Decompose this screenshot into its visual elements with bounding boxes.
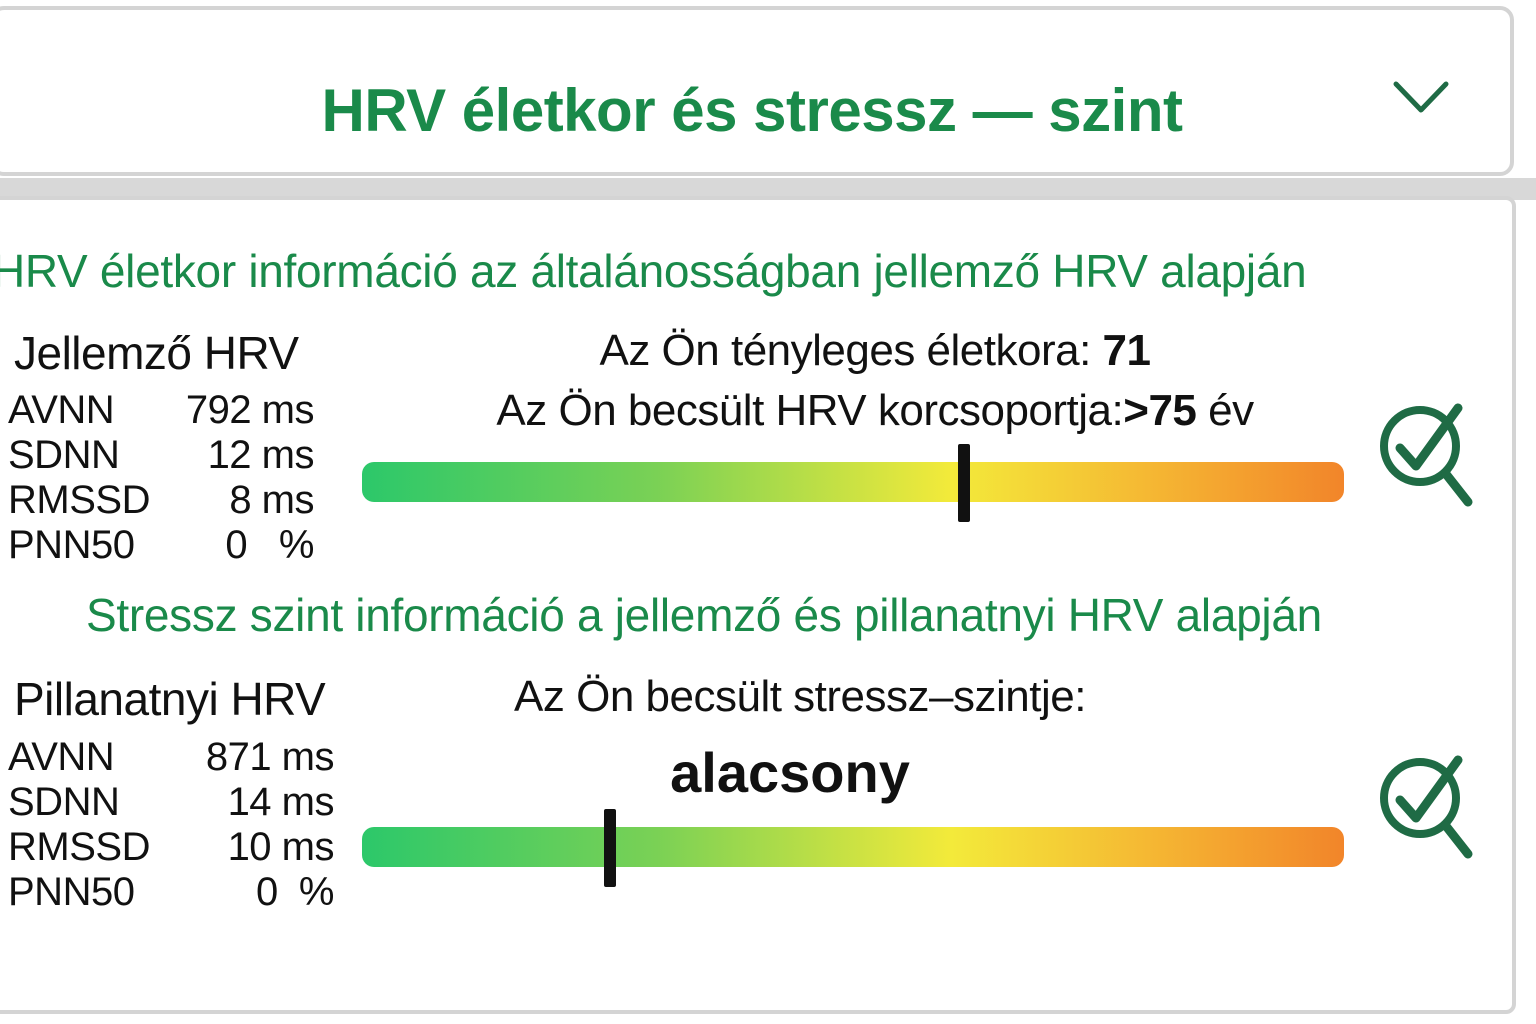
metric-value: 8 ms xyxy=(229,478,314,522)
actual-age-value: 71 xyxy=(1102,326,1151,375)
typical-rmssd-row: RMSSD 8 ms xyxy=(8,478,314,524)
current-pnn50-row: PNN50 0 % xyxy=(8,870,335,916)
age-group-label: Az Ön becsült HRV korcsoportja: xyxy=(496,386,1124,435)
current-rmssd-row: RMSSD 10 ms xyxy=(8,825,335,871)
stress-level-label: Az Ön becsült stressz–szintje: xyxy=(514,672,1086,721)
chevron-down-icon[interactable] xyxy=(1390,78,1452,118)
stress-marker xyxy=(604,809,617,887)
metric-label: RMSSD xyxy=(8,478,150,522)
typical-sdnn-row: SDNN 12 ms xyxy=(8,433,315,479)
metric-value: 12 ms xyxy=(207,433,315,477)
metric-label: PNN50 xyxy=(8,523,135,567)
metric-label: RMSSD xyxy=(8,825,150,869)
actual-age-label: Az Ön tényleges életkora: xyxy=(599,326,1103,375)
age-marker xyxy=(957,444,970,522)
page-title: HRV életkor és stressz — szint xyxy=(321,77,1183,144)
metric-value: 14 ms xyxy=(227,780,335,824)
check-magnifier-icon[interactable] xyxy=(1378,752,1474,860)
metric-label: SDNN xyxy=(8,780,120,824)
current-sdnn-row: SDNN 14 ms xyxy=(8,780,335,826)
metric-label: AVNN xyxy=(8,388,115,432)
header-card[interactable]: HRV életkor és stressz — szint xyxy=(0,6,1514,176)
age-group-unit: év xyxy=(1196,386,1254,435)
age-gradient-bar xyxy=(362,444,1344,522)
stress-section-heading: Stressz szint információ a jellemző és p… xyxy=(86,589,1322,641)
metric-label: SDNN xyxy=(8,433,120,477)
metric-value: 0 % xyxy=(225,523,314,567)
metric-value: 10 ms xyxy=(227,825,335,869)
divider-band xyxy=(0,178,1536,200)
stress-gradient-bar xyxy=(362,809,1344,887)
age-section-heading: HRV életkor információ az általánosságba… xyxy=(0,245,1307,297)
metric-value: 792 ms xyxy=(185,388,315,432)
metric-value: 0 % xyxy=(255,870,335,914)
age-group-value: >75 xyxy=(1123,386,1197,435)
typical-hrv-title: Jellemző HRV xyxy=(14,327,299,379)
metric-value: 871 ms xyxy=(205,735,335,779)
check-magnifier-icon[interactable] xyxy=(1378,400,1474,508)
age-group-text: Az Ön becsült HRV korcsoportja:>75 év xyxy=(450,386,1300,436)
metric-label: PNN50 xyxy=(8,870,135,914)
metric-label: AVNN xyxy=(8,735,115,779)
stress-level-value: alacsony xyxy=(670,741,910,804)
current-hrv-title: Pillanatnyi HRV xyxy=(14,673,326,725)
typical-avnn-row: AVNN 792 ms xyxy=(8,388,315,434)
content-card xyxy=(0,196,1516,1014)
current-avnn-row: AVNN 871 ms xyxy=(8,735,335,781)
typical-pnn50-row: PNN50 0 % xyxy=(8,523,314,569)
actual-age-text: Az Ön tényleges életkora: 71 xyxy=(500,326,1250,376)
